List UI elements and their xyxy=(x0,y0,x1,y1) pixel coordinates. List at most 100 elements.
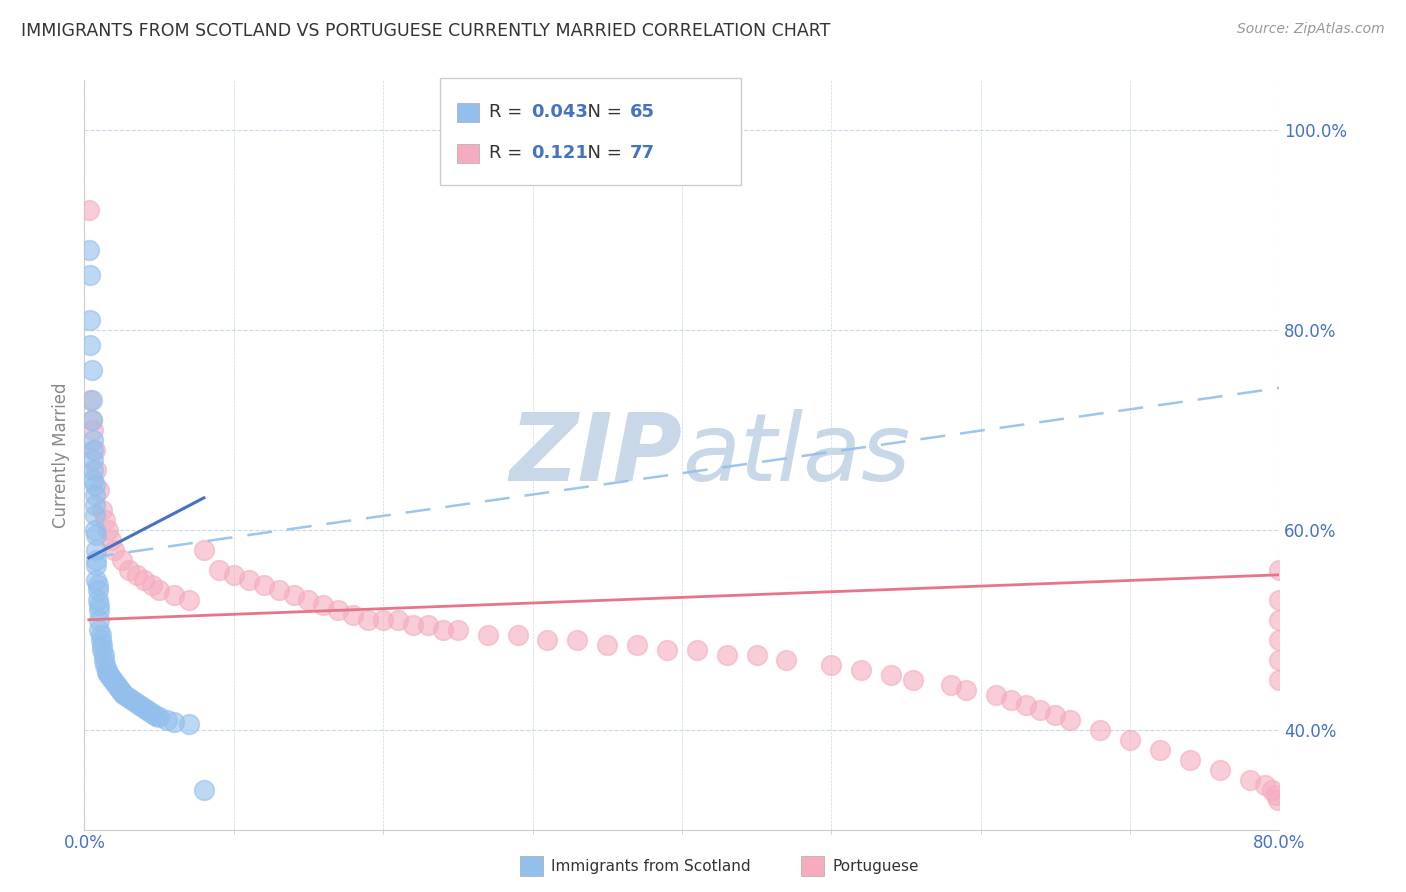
Point xyxy=(775,653,797,667)
Point xyxy=(141,578,163,592)
Text: Source: ZipAtlas.com: Source: ZipAtlas.com xyxy=(1237,22,1385,37)
Point xyxy=(155,713,177,727)
Point xyxy=(83,478,105,492)
Point xyxy=(80,392,103,407)
Point xyxy=(82,453,104,467)
Point xyxy=(955,682,977,697)
Point xyxy=(253,578,276,592)
Point xyxy=(83,498,105,512)
Text: 0.043: 0.043 xyxy=(531,103,588,121)
Point xyxy=(1265,788,1288,802)
Text: 65: 65 xyxy=(630,103,655,121)
Point xyxy=(89,623,111,637)
Point xyxy=(1209,763,1232,777)
Text: 77: 77 xyxy=(630,145,655,162)
Point xyxy=(136,703,159,717)
Point xyxy=(477,628,499,642)
Point xyxy=(387,613,409,627)
Point xyxy=(121,692,143,706)
Point xyxy=(626,638,648,652)
Text: Portuguese: Portuguese xyxy=(832,859,920,873)
Y-axis label: Currently Married: Currently Married xyxy=(52,382,70,528)
Point xyxy=(94,513,117,527)
Point xyxy=(100,533,122,547)
Point xyxy=(96,663,118,677)
Point xyxy=(402,617,425,632)
Point xyxy=(91,638,114,652)
Point xyxy=(112,687,135,701)
Point xyxy=(107,681,129,695)
Point xyxy=(86,528,108,542)
Point xyxy=(103,542,125,557)
Point xyxy=(177,592,200,607)
Point xyxy=(91,642,114,657)
Point xyxy=(148,582,170,597)
Point xyxy=(118,690,141,705)
Point xyxy=(1059,713,1081,727)
Point xyxy=(1239,772,1261,787)
Point xyxy=(80,413,103,427)
Point xyxy=(101,673,124,687)
Point xyxy=(655,642,678,657)
Point xyxy=(86,542,108,557)
Point xyxy=(118,563,141,577)
Point xyxy=(89,603,111,617)
Point xyxy=(1268,673,1291,687)
Point xyxy=(193,542,215,557)
Point xyxy=(238,573,260,587)
Point xyxy=(745,648,768,662)
Point xyxy=(90,628,112,642)
Point xyxy=(83,508,105,522)
Point xyxy=(83,488,105,502)
Point xyxy=(1029,703,1052,717)
Point xyxy=(139,705,162,719)
Point xyxy=(567,632,589,647)
Point xyxy=(79,392,101,407)
Point xyxy=(1045,707,1067,722)
Point xyxy=(83,523,105,537)
Point xyxy=(1149,742,1171,756)
Point xyxy=(1268,563,1291,577)
Point xyxy=(97,666,120,681)
Point xyxy=(89,613,111,627)
Point xyxy=(536,632,558,647)
Point xyxy=(127,697,149,711)
Point xyxy=(903,673,925,687)
Point xyxy=(129,698,152,713)
Point xyxy=(1253,778,1275,792)
Point xyxy=(1014,698,1036,712)
Point xyxy=(132,700,156,714)
Point xyxy=(110,682,132,697)
Text: N =: N = xyxy=(576,145,628,162)
Point xyxy=(283,588,305,602)
Point xyxy=(83,442,105,457)
Point xyxy=(87,582,110,597)
Point xyxy=(91,503,114,517)
Point xyxy=(94,657,117,672)
Point xyxy=(87,592,110,607)
Point xyxy=(97,523,120,537)
Point xyxy=(1261,782,1284,797)
Point xyxy=(98,669,121,683)
Point xyxy=(1090,723,1112,737)
Point xyxy=(596,638,619,652)
Point xyxy=(342,607,364,622)
Point xyxy=(86,463,108,477)
Point xyxy=(132,573,156,587)
Point xyxy=(1268,613,1291,627)
Point xyxy=(1267,792,1289,806)
Point xyxy=(86,573,108,587)
Point xyxy=(145,708,167,723)
Text: atlas: atlas xyxy=(682,409,910,500)
Point xyxy=(416,617,439,632)
Point xyxy=(105,679,128,693)
Point xyxy=(100,671,122,685)
Point xyxy=(82,473,104,487)
Text: Immigrants from Scotland: Immigrants from Scotland xyxy=(551,859,751,873)
Point xyxy=(79,268,101,282)
Point xyxy=(93,648,115,662)
Point xyxy=(82,463,104,477)
Point xyxy=(111,553,134,567)
Point xyxy=(148,709,170,723)
Point xyxy=(96,665,118,679)
